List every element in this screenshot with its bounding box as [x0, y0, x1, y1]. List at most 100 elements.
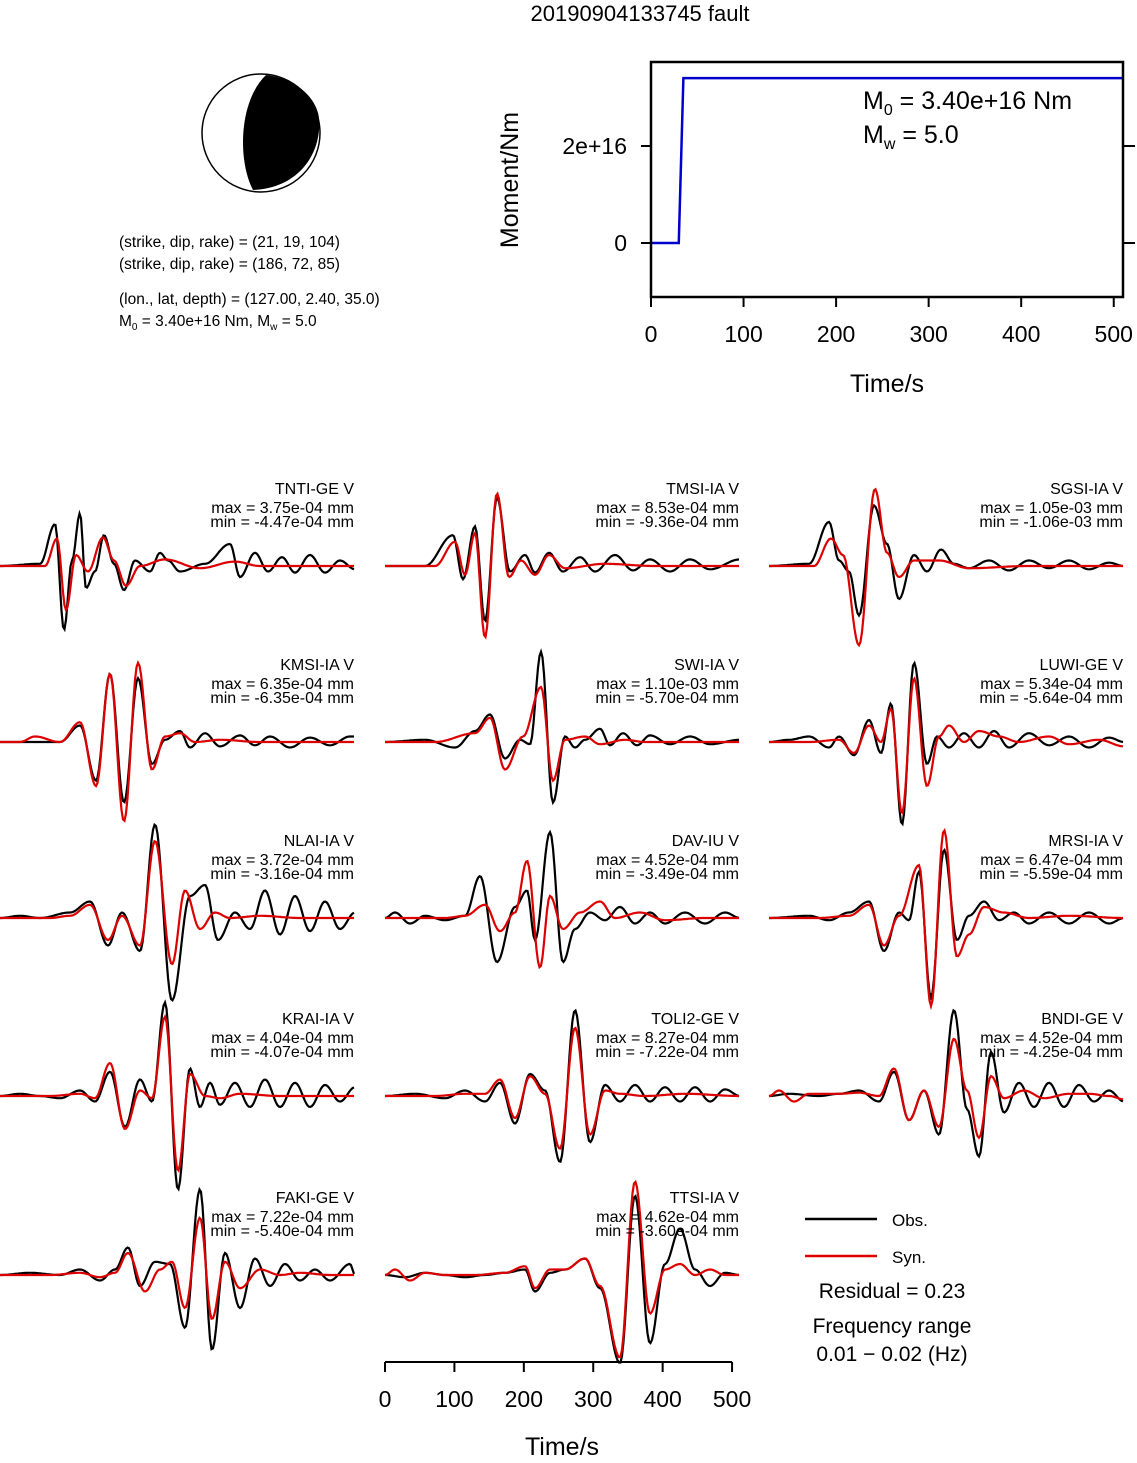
station-min-amplitude: min = -1.06e-03 mm — [979, 514, 1123, 531]
nodal-plane-1: (strike, dip, rake) = (21, 19, 104) — [119, 234, 340, 251]
legend-obs-label: Obs. — [892, 1211, 928, 1230]
station-name: SGSI-IA V — [1050, 481, 1123, 498]
observed-trace — [769, 660, 1124, 827]
station-name: LUWI-GE V — [1039, 657, 1123, 674]
synthetic-trace — [385, 685, 739, 783]
station-name: TNTI-GE V — [275, 481, 354, 498]
nodal-plane-2: (strike, dip, rake) = (186, 72, 85) — [119, 256, 340, 273]
mechanism-info: (strike, dip, rake) = (21, 19, 104) (str… — [119, 234, 380, 333]
synthetic-trace — [0, 659, 354, 823]
moment-plot-frame — [649, 60, 1125, 299]
time-axis-tick-label: 200 — [505, 1386, 543, 1412]
figure-title: 20190904133745 fault — [531, 1, 750, 26]
moment-xtick-label: 300 — [909, 321, 947, 347]
station-max-amplitude: max = 4.62e-04 mm — [596, 1209, 739, 1226]
magnitude-line: M0 = 3.40e+16 Nm, Mw = 5.0 — [119, 313, 317, 333]
station-min-amplitude: min = -3.49e-04 mm — [595, 866, 739, 883]
moment-ytick-label: 2e+16 — [562, 133, 627, 159]
moment-xtick-label: 500 — [1095, 321, 1133, 347]
station-min-amplitude: min = -5.70e-04 mm — [595, 690, 739, 707]
station-max-amplitude: max = 7.22e-04 mm — [211, 1209, 354, 1226]
waveform-time-axis: 0 100 200 300 400 500 — [379, 1361, 751, 1412]
station-name: TTSI-IA V — [670, 1190, 740, 1207]
station-name: KMSI-IA V — [280, 657, 354, 674]
station-name: TMSI-IA V — [666, 481, 739, 498]
synthetic-trace — [769, 487, 1123, 648]
observed-trace — [769, 847, 1124, 1001]
station-max-amplitude: max = 1.10e-03 mm — [596, 676, 739, 693]
station-min-amplitude: min = -4.25e-04 mm — [979, 1044, 1123, 1061]
station-max-amplitude: max = 8.53e-04 mm — [596, 500, 739, 517]
time-axis-tick-label: 100 — [435, 1386, 473, 1412]
synthetic-trace — [385, 491, 739, 640]
station-min-amplitude: min = -6.35e-04 mm — [210, 690, 354, 707]
legend: Obs. Syn. Residual = 0.23 Frequency rang… — [805, 1211, 971, 1366]
beachball — [201, 73, 321, 193]
moment-xtick-label: 0 — [645, 321, 658, 347]
synthetic-trace — [385, 859, 739, 970]
station-max-amplitude: max = 1.05e-03 mm — [980, 500, 1123, 517]
moment-xlabel: Time/s — [850, 370, 924, 398]
moment-ytick-label: 0 — [614, 230, 627, 256]
station-min-amplitude: min = -3.60e-04 mm — [595, 1223, 739, 1240]
waveform-xlabel: Time/s — [525, 1433, 599, 1458]
station-min-amplitude: min = -5.40e-04 mm — [210, 1223, 354, 1240]
moment-annotation-mw: Mw = 5.0 — [863, 121, 959, 153]
observed-trace — [0, 822, 355, 1003]
station-max-amplitude: max = 8.27e-04 mm — [596, 1030, 739, 1047]
station-max-amplitude: max = 6.35e-04 mm — [211, 676, 354, 693]
moment-rate-lines — [651, 76, 1123, 245]
time-axis-tick-label: 400 — [643, 1386, 681, 1412]
synthetic-trace — [769, 827, 1123, 1011]
station-min-amplitude: min = -4.07e-04 mm — [210, 1044, 354, 1061]
station-min-amplitude: min = -5.59e-04 mm — [979, 866, 1123, 883]
station-name: DAV-IU V — [672, 833, 740, 850]
station-max-amplitude: max = 4.04e-04 mm — [211, 1030, 354, 1047]
time-axis-tick-label: 500 — [713, 1386, 751, 1412]
station-max-amplitude: max = 4.52e-04 mm — [596, 852, 739, 869]
station-min-amplitude: min = -3.16e-04 mm — [210, 866, 354, 883]
station-max-amplitude: max = 4.52e-04 mm — [980, 1030, 1123, 1047]
station-min-amplitude: min = -5.64e-04 mm — [979, 690, 1123, 707]
moment-xtick-label: 400 — [1002, 321, 1040, 347]
observed-trace — [769, 503, 1124, 618]
station-name: MRSI-IA V — [1048, 833, 1123, 850]
station-min-amplitude: min = -4.47e-04 mm — [210, 514, 354, 531]
hypocenter-location: (lon., lat, depth) = (127.00, 2.40, 35.0… — [119, 291, 380, 308]
frequency-range-title: Frequency range — [813, 1315, 972, 1338]
station-min-amplitude: min = -9.36e-04 mm — [595, 514, 739, 531]
cumulative-moment-line — [651, 76, 1123, 245]
moment-xtick-label: 200 — [817, 321, 855, 347]
station-max-amplitude: max = 3.72e-04 mm — [211, 852, 354, 869]
beachball-compression-quadrant — [243, 75, 320, 190]
station-min-amplitude: min = -7.22e-04 mm — [595, 1044, 739, 1061]
synthetic-trace — [0, 1014, 354, 1173]
moment-plot-axes: 0 100 200 300 400 500 0 2e+16 — [562, 133, 1135, 347]
station-name: KRAI-IA V — [282, 1011, 354, 1028]
station-max-amplitude: max = 6.47e-04 mm — [980, 852, 1123, 869]
synthetic-trace — [384, 1179, 739, 1359]
moment-ylabel: Moment/Nm — [496, 112, 524, 248]
observed-trace — [385, 1008, 740, 1163]
station-max-amplitude: max = 3.75e-04 mm — [211, 500, 354, 517]
station-name: BNDI-GE V — [1041, 1011, 1123, 1028]
station-name: TOLI2-GE V — [651, 1011, 739, 1028]
residual-value: Residual = 0.23 — [819, 1280, 966, 1303]
frequency-range-value: 0.01 − 0.02 (Hz) — [816, 1343, 967, 1366]
synthetic-trace — [0, 1216, 354, 1320]
station-name: SWI-IA V — [674, 657, 739, 674]
station-name: NLAI-IA V — [284, 833, 355, 850]
